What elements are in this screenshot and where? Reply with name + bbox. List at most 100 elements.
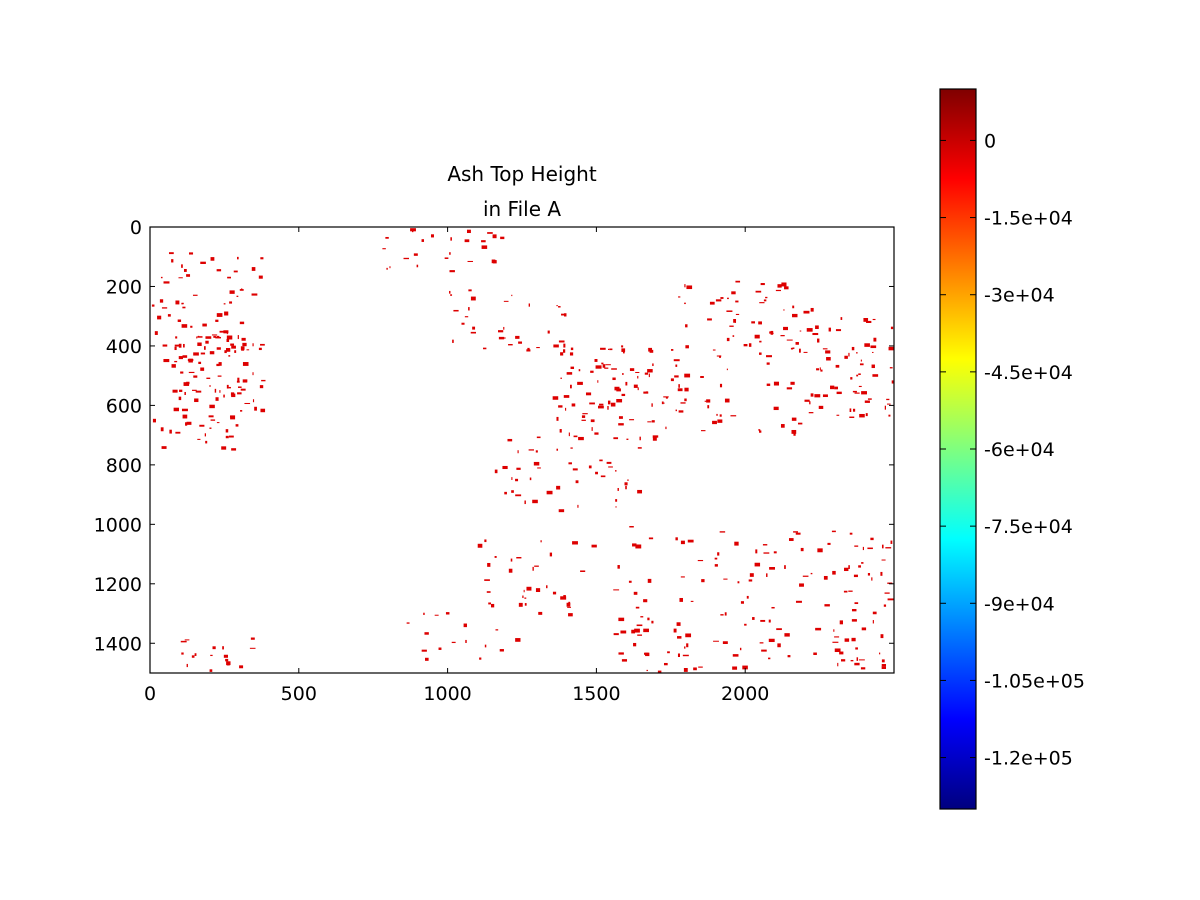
heatmap-cell xyxy=(479,657,482,660)
heatmap-cell xyxy=(879,652,881,655)
heatmap-cell xyxy=(528,303,530,307)
heatmap-cell xyxy=(661,401,664,405)
heatmap-cell xyxy=(867,547,873,550)
heatmap-cell xyxy=(737,581,740,584)
heatmap-cell xyxy=(181,264,183,268)
heatmap-cell xyxy=(837,662,839,667)
heatmap-cell xyxy=(204,346,206,350)
heatmap-cell xyxy=(487,232,493,234)
heatmap-cell xyxy=(706,399,711,403)
heatmap-cell xyxy=(569,352,574,356)
heatmap-cell xyxy=(762,544,768,546)
heatmap-cell xyxy=(851,637,856,642)
heatmap-cell xyxy=(168,252,174,255)
heatmap-cell xyxy=(481,240,486,243)
heatmap-cell xyxy=(216,335,220,338)
chart-title-line-1: Ash Top Height xyxy=(447,162,597,186)
heatmap-cell xyxy=(704,400,707,402)
heatmap-cell xyxy=(200,367,205,371)
heatmap-cells xyxy=(151,228,894,673)
heatmap-cell xyxy=(197,336,203,338)
heatmap-cell xyxy=(759,430,762,433)
heatmap-cell xyxy=(715,299,722,302)
heatmap-cell xyxy=(752,617,755,620)
heatmap-cell xyxy=(685,324,688,328)
heatmap-cell xyxy=(617,565,620,569)
colorbar: 0 -1.5e+04 -3e+04 -4.5e+04 -6e+04 -7.5e+04 -9e… xyxy=(939,88,1085,810)
heatmap-cell xyxy=(507,438,513,442)
heatmap-cell xyxy=(226,338,230,342)
heatmap-cell xyxy=(223,394,225,398)
heatmap-cell xyxy=(621,659,628,662)
heatmap-cell xyxy=(560,596,567,600)
heatmap-cell xyxy=(516,467,521,470)
heatmap-cell xyxy=(854,392,860,394)
heatmap-cell xyxy=(171,364,176,368)
heatmap-cell xyxy=(260,343,265,346)
heatmap-cell xyxy=(421,649,427,652)
heatmap-cell xyxy=(648,537,654,540)
heatmap-cell xyxy=(637,387,639,391)
heatmap-cell xyxy=(880,634,884,639)
heatmap-cell xyxy=(180,640,187,643)
heatmap-cell xyxy=(726,310,733,312)
heatmap-cell xyxy=(685,345,689,349)
heatmap-cell xyxy=(553,344,559,348)
heatmap-cell xyxy=(567,606,572,608)
heatmap-cell xyxy=(828,327,831,332)
heatmap-cell xyxy=(177,319,182,322)
heatmap-cell xyxy=(535,450,538,453)
heatmap-cell xyxy=(602,364,606,368)
heatmap-cell xyxy=(648,347,653,352)
heatmap-cell xyxy=(588,465,592,469)
heatmap-cell xyxy=(632,543,637,547)
heatmap-cell xyxy=(810,307,814,312)
heatmap-cell xyxy=(581,419,586,421)
heatmap-cell xyxy=(777,643,781,648)
heatmap-cell xyxy=(444,257,449,259)
heatmap-cell xyxy=(536,347,540,349)
heatmap-cell xyxy=(637,634,643,636)
heatmap-cell xyxy=(572,541,578,545)
colorbar-tick-label: -3e+04 xyxy=(984,285,1055,307)
heatmap-cell xyxy=(609,348,613,351)
heatmap-cell xyxy=(510,558,513,562)
y-tick-label: 400 xyxy=(106,336,142,358)
x-tick-label: 1000 xyxy=(423,683,471,705)
heatmap-cell xyxy=(733,318,737,323)
heatmap-cell xyxy=(180,371,184,374)
heatmap-cell xyxy=(647,617,650,621)
heatmap-cell xyxy=(182,355,188,358)
heatmap-cell xyxy=(840,659,846,662)
heatmap-cell xyxy=(502,465,508,470)
heatmap-cell xyxy=(481,245,488,249)
heatmap-cell xyxy=(630,369,633,371)
heatmap-cell xyxy=(178,396,182,401)
heatmap-cell xyxy=(468,307,470,311)
heatmap-cell xyxy=(518,341,523,344)
heatmap-cell xyxy=(854,662,860,666)
heatmap-cell xyxy=(744,623,747,626)
heatmap-cell xyxy=(216,422,220,424)
heatmap-cell xyxy=(614,470,617,472)
heatmap-cell xyxy=(861,391,867,395)
heatmap-cell xyxy=(194,653,197,656)
heatmap-cell xyxy=(570,384,572,389)
heatmap-cell xyxy=(637,447,642,449)
heatmap-cell xyxy=(871,351,874,353)
heatmap-cell xyxy=(524,603,527,606)
heatmap-cell xyxy=(223,330,229,334)
heatmap-cell xyxy=(224,311,229,316)
heatmap-cell xyxy=(652,437,657,441)
heatmap-cell xyxy=(707,405,710,409)
heatmap-cell xyxy=(673,359,680,362)
heatmap-cell xyxy=(831,530,836,533)
heatmap-cell xyxy=(590,370,594,373)
heatmap-cell xyxy=(581,415,586,418)
heatmap-cell xyxy=(848,590,853,592)
heatmap-cell xyxy=(858,659,865,661)
heatmap-cell xyxy=(637,489,643,494)
heatmap-cell xyxy=(851,608,857,612)
heatmap-cell xyxy=(184,639,190,641)
